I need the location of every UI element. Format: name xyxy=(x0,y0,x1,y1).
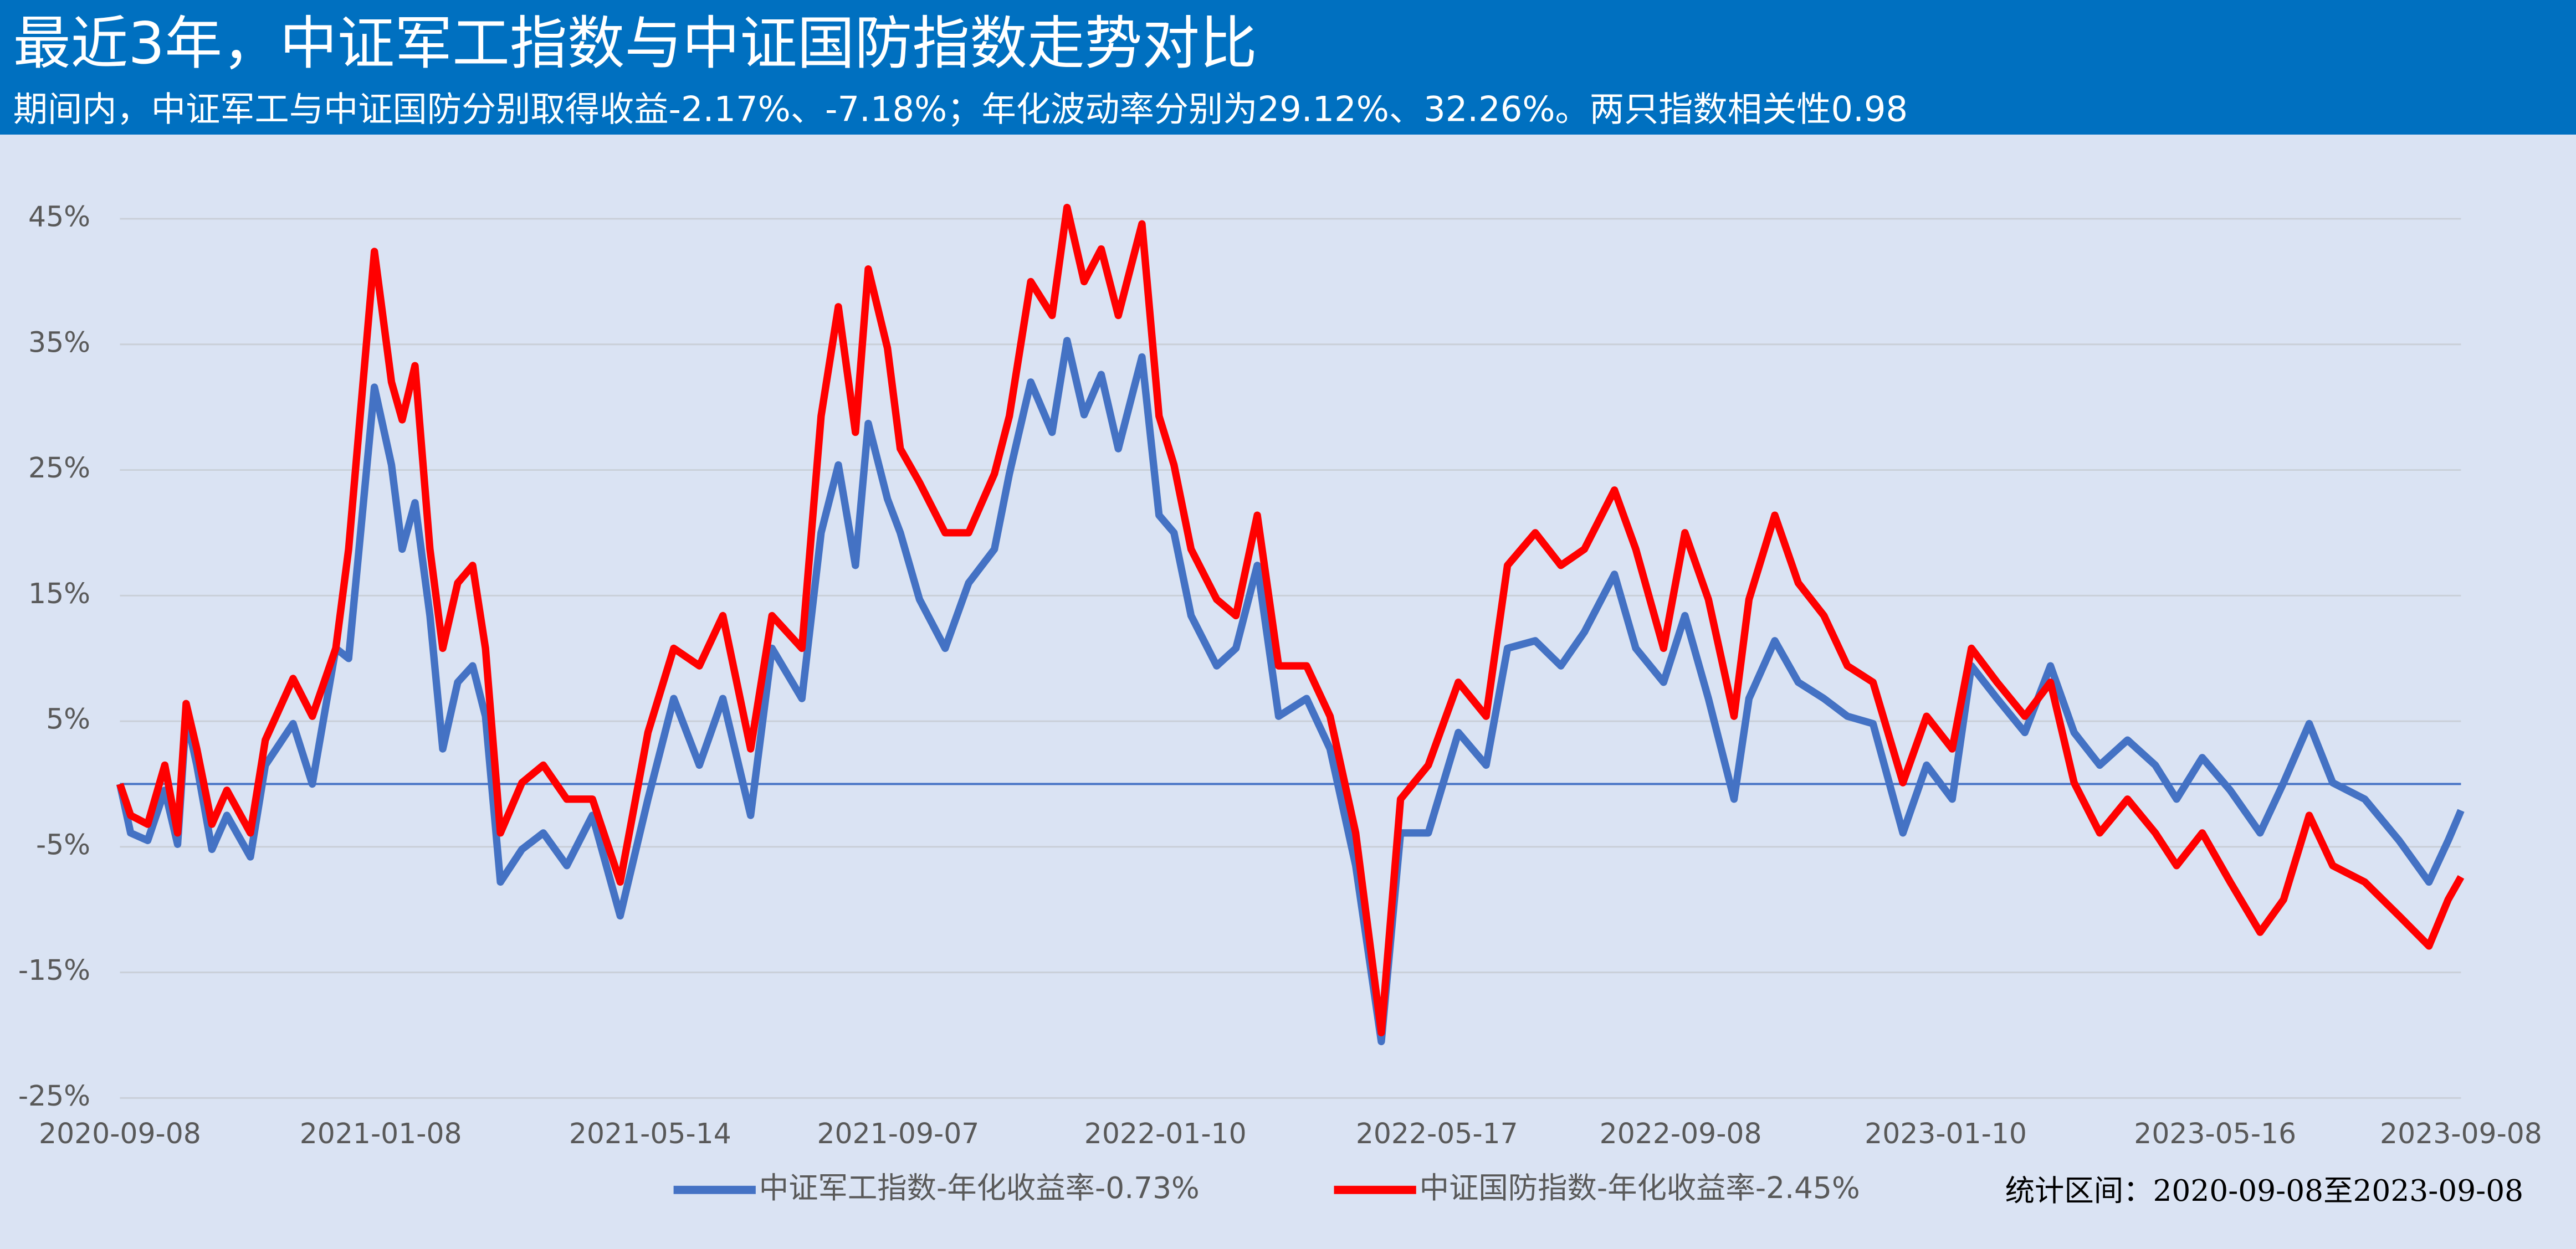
y-tick-label: 45% xyxy=(28,201,90,233)
x-tick-label: 2021-05-14 xyxy=(569,1117,731,1150)
y-tick-label: 35% xyxy=(28,326,90,358)
x-tick-label: 2022-09-08 xyxy=(1600,1117,1762,1150)
y-tick-label: -5% xyxy=(36,828,90,861)
legend-label: 中证军工指数-年化收益率-0.73% xyxy=(759,1170,1200,1205)
x-tick-label: 2022-05-17 xyxy=(1356,1117,1518,1150)
x-tick-label: 2020-09-08 xyxy=(39,1117,201,1150)
series-line xyxy=(116,203,2465,1037)
x-tick-label: 2021-01-08 xyxy=(300,1117,462,1150)
x-tick-label: 2023-01-10 xyxy=(1865,1117,2027,1150)
x-tick-label: 2021-09-07 xyxy=(817,1117,979,1150)
y-tick-label: -15% xyxy=(18,954,90,986)
chart-subtitle: 期间内，中证军工与中证国防分别取得收益-2.17%、-7.18%；年化波动率分别… xyxy=(13,89,1908,130)
series-line xyxy=(116,337,2465,1046)
x-tick-label: 2023-05-16 xyxy=(2134,1117,2296,1150)
x-tick-label: 2023-09-08 xyxy=(2380,1117,2542,1150)
y-tick-label: 15% xyxy=(28,577,90,610)
note: 统计区间：2020-09-08至2023-09-08 xyxy=(2005,1173,2523,1208)
y-tick-label: 5% xyxy=(46,703,90,736)
x-tick-label: 2022-01-10 xyxy=(1084,1117,1247,1150)
chart-title: 最近3年，中证军工指数与中证国防指数走势对比 xyxy=(13,11,1257,77)
y-tick-label: 25% xyxy=(28,451,90,484)
legend-label: 中证国防指数-年化收益率-2.45% xyxy=(1420,1170,1860,1205)
title-bar xyxy=(0,0,2576,135)
y-tick-label: -25% xyxy=(18,1080,90,1112)
